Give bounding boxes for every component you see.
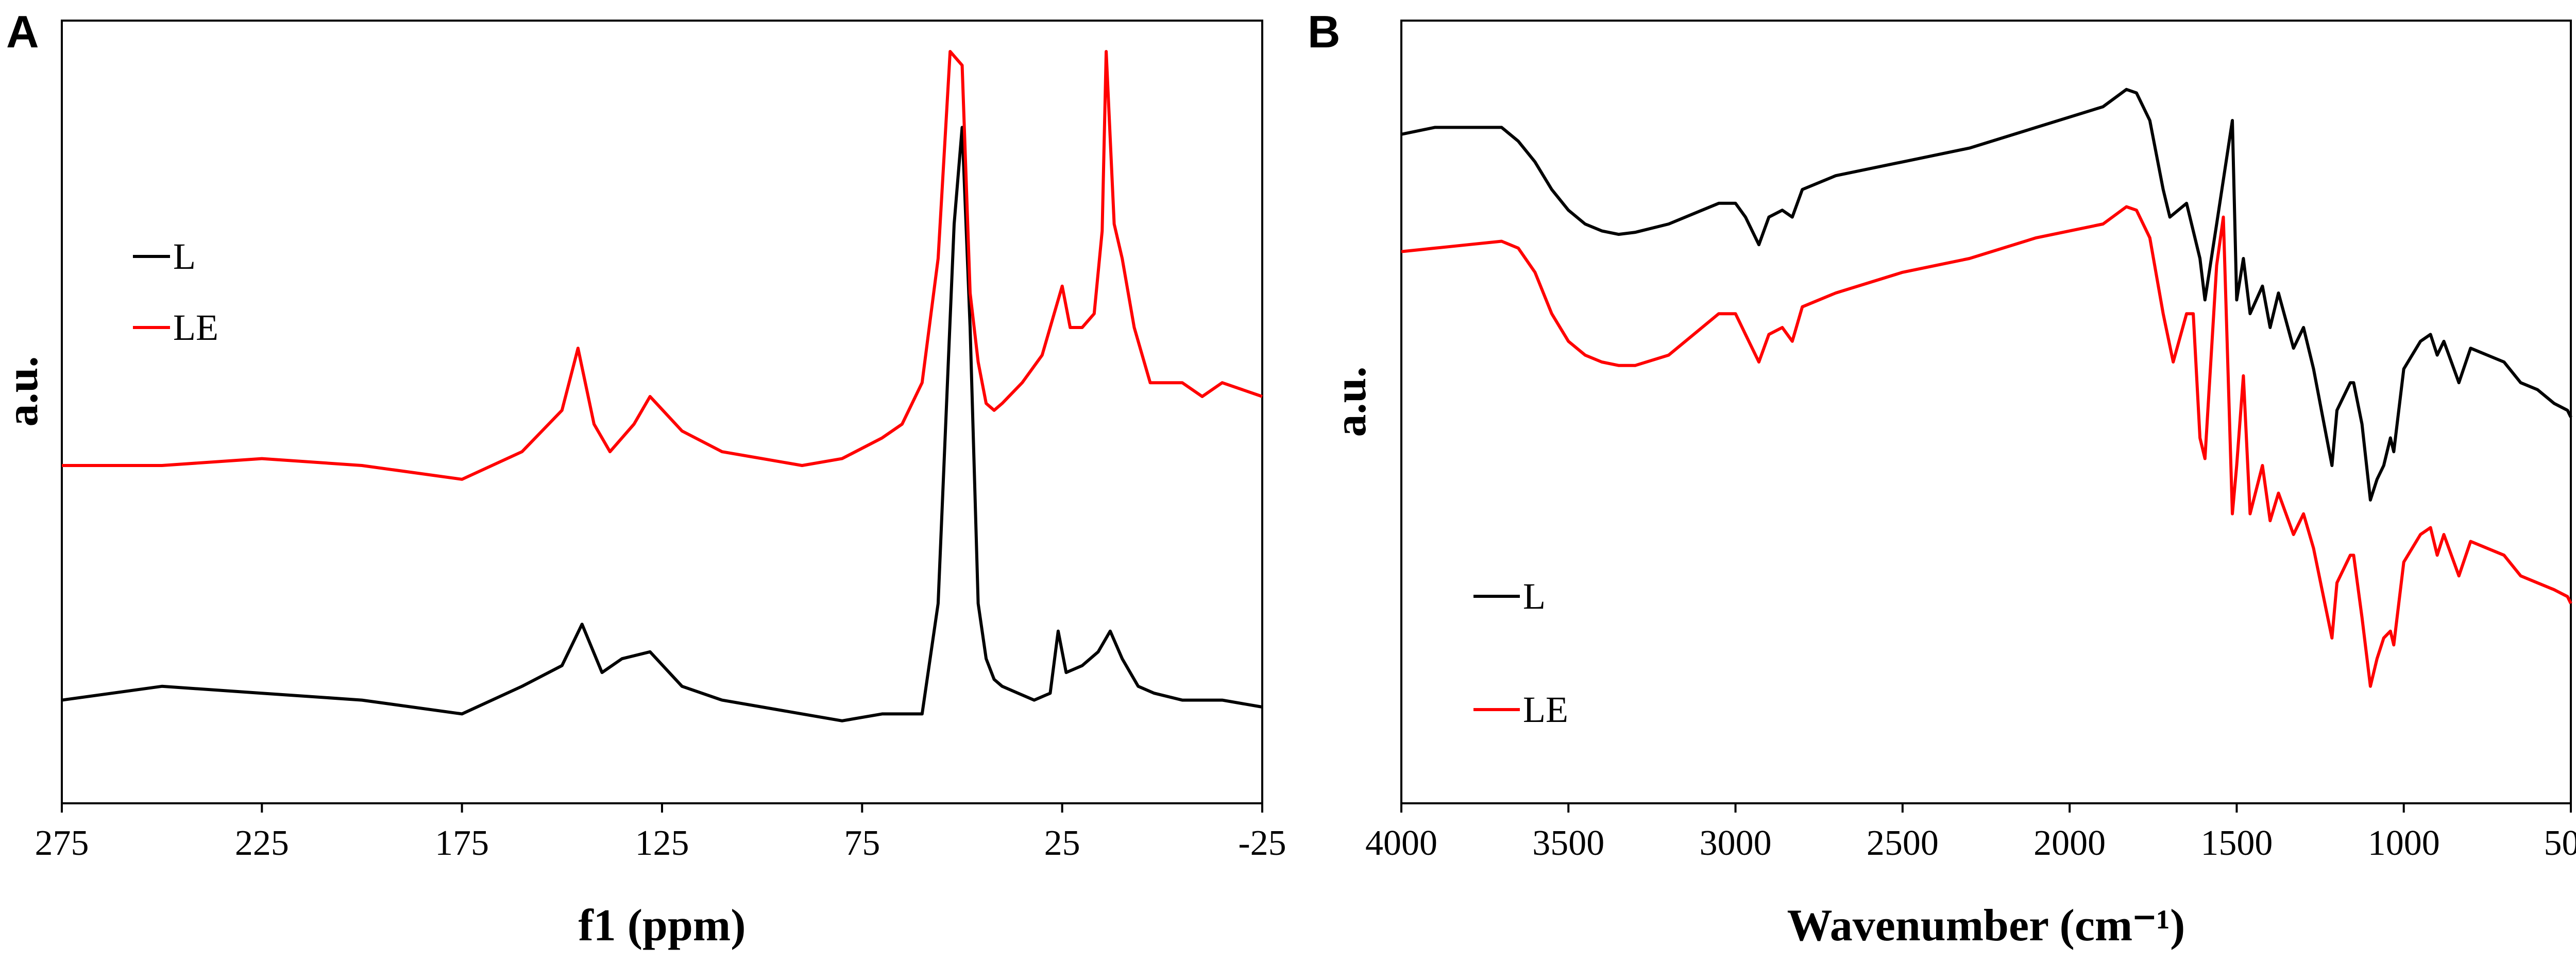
series-group-a [61,50,1263,722]
x-tick-label-a: 225 [235,823,289,863]
legend-a: L LE [133,236,218,348]
x-tick-label-a: 125 [635,823,689,863]
x-tick-label-a: 75 [844,823,880,863]
legend-label-le-a: LE [173,307,218,348]
x-tick-label-b: 1000 [2368,823,2440,863]
x-tick-label-b: 3000 [1700,823,1772,863]
y-axis-title-b: a.u. [1326,367,1376,437]
x-tick-label-b: 2500 [1867,823,1939,863]
legend-label-le-b: LE [1523,689,1568,730]
legend-b: L LE [1473,576,1568,730]
nmr-spectrum-chart: A 275 225 175 125 75 25 -25 f1 (ppm) a.u. L LE [0,6,1286,951]
x-axis-title-b: Wavenumber (cm⁻¹) [1787,901,2185,951]
legend-label-l-a: L [173,236,196,277]
ftir-spectrum-chart: B 4000 3500 3000 2500 2000 1500 1000 500 Wavenu… [1308,6,2576,951]
panel-label-a: A [6,6,39,57]
plot-frame-b [1400,20,2572,804]
x-tick-label-b: 1500 [2200,823,2273,863]
x-tick-label-b: 4000 [1365,823,1437,863]
x-axis-ticks-a: 275 225 175 125 75 25 -25 [35,803,1286,863]
x-tick-label-a: -25 [1238,823,1286,863]
x-tick-label-a: 175 [435,823,489,863]
x-tick-label-b: 500 [2544,823,2576,863]
legend-label-l-b: L [1523,576,1546,617]
x-tick-label-b: 3500 [1532,823,1604,863]
series-line-le-b [1401,205,2572,688]
series-line-le-a [62,50,1263,481]
y-axis-title-a: a.u. [0,356,47,427]
series-line-l-b [1401,88,2572,502]
x-tick-label-b: 2000 [2033,823,2106,863]
x-axis-ticks-b: 4000 3500 3000 2500 2000 1500 1000 500 [1365,803,2576,863]
series-line-l-a [61,126,1263,722]
x-axis-title-a: f1 (ppm) [578,901,745,951]
x-tick-label-a: 25 [1044,823,1080,863]
x-tick-label-a: 275 [35,823,89,863]
panel-label-b: B [1308,6,1341,57]
plot-frame-a [61,20,1263,804]
series-group-b [1401,88,2572,688]
